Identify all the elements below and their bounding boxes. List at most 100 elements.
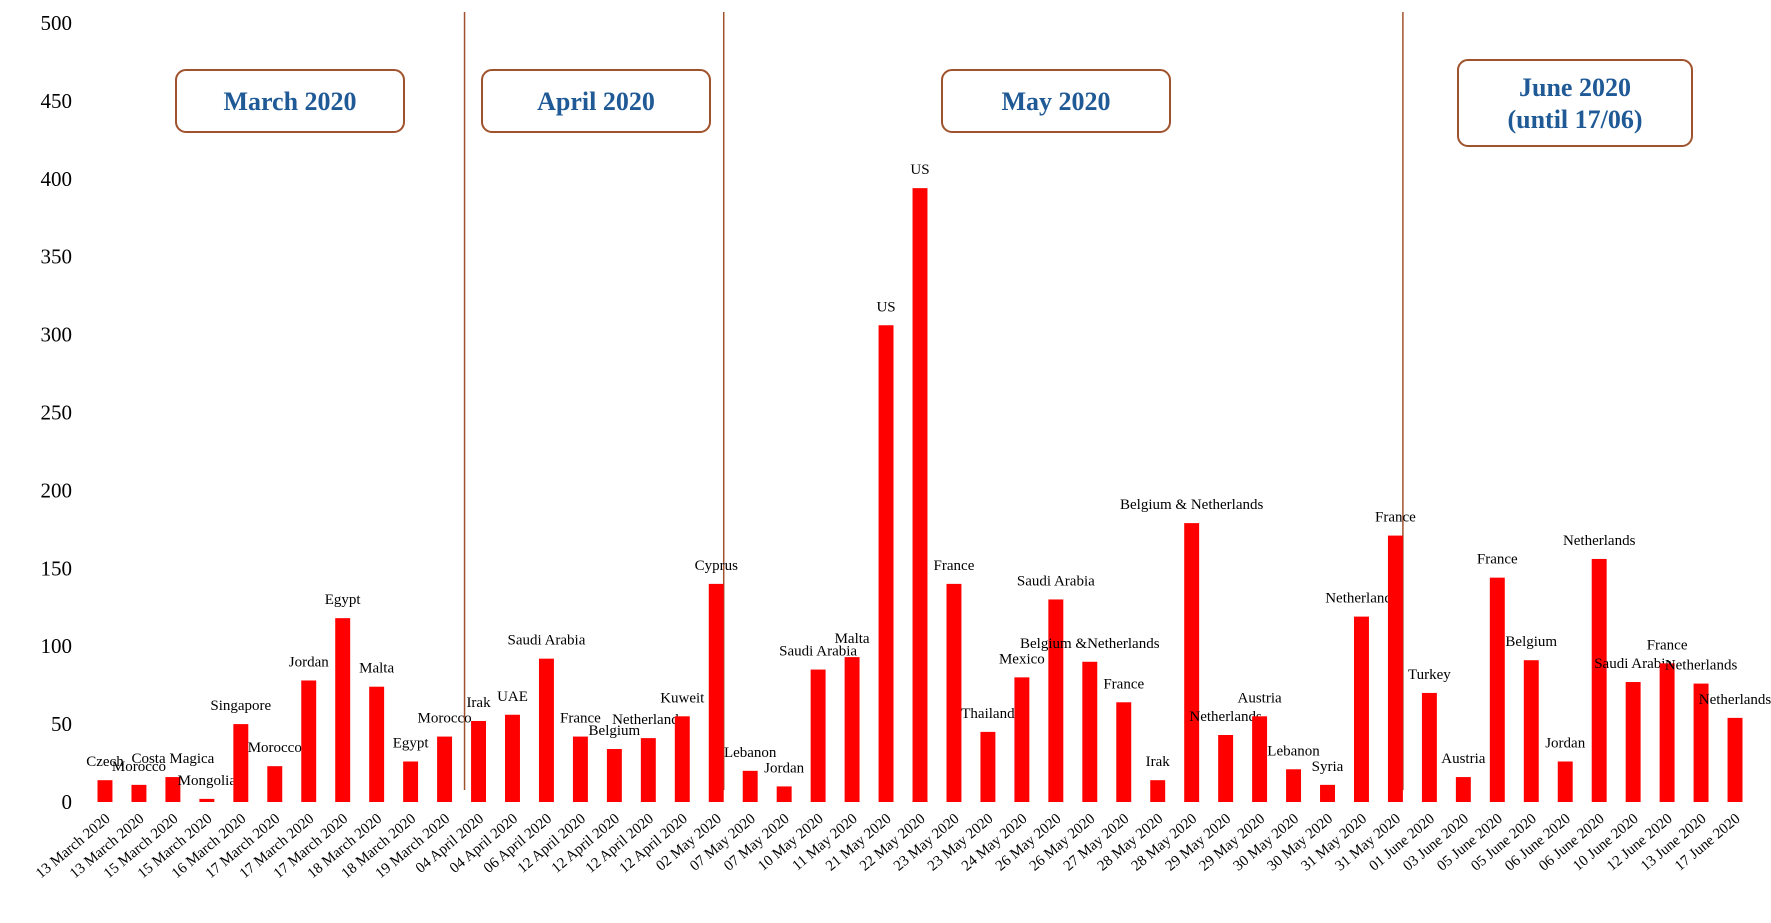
y-tick-label: 100 bbox=[41, 634, 73, 658]
bar bbox=[572, 736, 588, 802]
bar bbox=[1557, 761, 1573, 802]
bar-label: Turkey bbox=[1408, 667, 1451, 683]
bar bbox=[742, 770, 758, 802]
bar-label: Morocco bbox=[112, 759, 166, 775]
bar-label: Singapore bbox=[210, 698, 271, 714]
y-tick-label: 50 bbox=[51, 712, 72, 736]
bar bbox=[1286, 769, 1302, 802]
bar bbox=[1116, 702, 1132, 802]
y-tick-label: 200 bbox=[41, 478, 73, 502]
bar-label: Kuweit bbox=[660, 690, 705, 706]
bar bbox=[980, 731, 996, 802]
bar bbox=[1150, 780, 1166, 802]
bar bbox=[1625, 682, 1641, 802]
month-box bbox=[175, 69, 405, 133]
bar-label: Irak bbox=[1146, 754, 1171, 770]
bar-label: Belgium bbox=[589, 723, 641, 739]
bar bbox=[505, 714, 520, 802]
bar bbox=[233, 724, 249, 802]
bar bbox=[776, 786, 792, 802]
bar-label: Mongolia bbox=[178, 773, 237, 789]
bar-label: Jordan bbox=[1545, 735, 1585, 751]
bar-label: Netherlands bbox=[1665, 658, 1738, 674]
month-label: (until 17/06) bbox=[1507, 105, 1642, 134]
bar bbox=[810, 669, 826, 802]
bar bbox=[606, 749, 622, 802]
bar bbox=[1693, 683, 1709, 802]
bar bbox=[1082, 661, 1098, 802]
bar bbox=[640, 738, 656, 802]
bar bbox=[1353, 616, 1369, 802]
bar-label: Austria bbox=[1441, 751, 1486, 767]
bar bbox=[844, 657, 860, 802]
bar bbox=[912, 188, 928, 802]
bar bbox=[437, 736, 453, 802]
bar-label: Netherlands bbox=[1563, 533, 1636, 549]
y-tick-label: 450 bbox=[41, 89, 73, 113]
bar-label: Belgium bbox=[1505, 634, 1557, 650]
bar-label: Belgium & Netherlands bbox=[1120, 497, 1263, 513]
bar bbox=[267, 766, 283, 802]
bar-label: Netherlands bbox=[1189, 709, 1262, 725]
month-box bbox=[1457, 59, 1693, 147]
bar-label: Egypt bbox=[325, 592, 362, 608]
month-label: March 2020 bbox=[223, 87, 356, 116]
bar-label: Czech bbox=[86, 754, 124, 770]
bar-label: Saudi Arabia bbox=[507, 633, 585, 649]
bar-label: Saudi Arabia bbox=[1594, 656, 1672, 672]
bar-label: Thailand bbox=[961, 706, 1015, 722]
month-label: April 2020 bbox=[537, 87, 655, 116]
bar-label: Lebanon bbox=[1267, 743, 1320, 759]
bar bbox=[1489, 577, 1505, 802]
y-tick-label: 300 bbox=[41, 323, 73, 347]
bar-label: France bbox=[1103, 676, 1144, 692]
bar-label: Saudi Arabia bbox=[779, 644, 857, 660]
bar bbox=[1387, 535, 1403, 802]
bar bbox=[199, 798, 215, 802]
bar-label: Jordan bbox=[764, 760, 804, 776]
bar bbox=[131, 784, 147, 802]
bar-label: Jordan bbox=[289, 654, 329, 670]
bar bbox=[1218, 735, 1234, 802]
bar-label: Malta bbox=[359, 661, 394, 677]
bar bbox=[1014, 677, 1030, 802]
month-box bbox=[481, 69, 711, 133]
bar bbox=[1421, 692, 1437, 802]
bar-label: Cyprus bbox=[695, 558, 739, 574]
month-box bbox=[941, 69, 1171, 133]
bar-label: Malta bbox=[835, 631, 870, 647]
bar-label: Costa Magica bbox=[131, 751, 214, 767]
bar-label: Austria bbox=[1238, 690, 1283, 706]
bar bbox=[538, 658, 554, 802]
bar bbox=[369, 686, 385, 802]
bar bbox=[165, 777, 181, 802]
bar-label: France bbox=[1477, 552, 1518, 568]
bar bbox=[878, 325, 894, 802]
bar bbox=[403, 761, 419, 802]
bar-label: Netherlands bbox=[612, 712, 685, 728]
bar bbox=[335, 618, 351, 802]
bar-label: Mexico bbox=[999, 651, 1045, 667]
bar-label: France bbox=[1375, 510, 1416, 526]
bar-label: Saudi Arabia bbox=[1017, 573, 1095, 589]
bar bbox=[1727, 717, 1743, 802]
bar-label: Netherlands bbox=[1699, 692, 1771, 708]
bar-label: US bbox=[910, 162, 929, 178]
bar-label: Syria bbox=[1312, 759, 1344, 775]
bar bbox=[1523, 660, 1539, 802]
bar bbox=[301, 680, 317, 802]
y-tick-label: 400 bbox=[41, 167, 73, 191]
bar-label: France bbox=[1647, 637, 1688, 653]
bar bbox=[1320, 784, 1335, 802]
bar bbox=[471, 720, 487, 802]
y-tick-label: 500 bbox=[41, 11, 73, 35]
bar bbox=[1659, 663, 1675, 802]
bar-label: Belgium &Netherlands bbox=[1020, 636, 1160, 652]
bar bbox=[97, 780, 113, 802]
bar bbox=[1455, 777, 1471, 802]
bar-label: Lebanon bbox=[724, 745, 777, 761]
bar-label: Netherlands bbox=[1325, 591, 1398, 607]
y-tick-label: 0 bbox=[62, 790, 73, 814]
y-tick-label: 250 bbox=[41, 401, 73, 425]
